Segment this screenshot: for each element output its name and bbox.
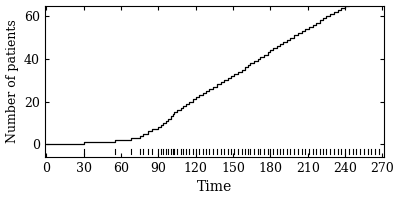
X-axis label: Time: Time	[197, 180, 232, 194]
Y-axis label: Number of patients: Number of patients	[6, 19, 18, 143]
